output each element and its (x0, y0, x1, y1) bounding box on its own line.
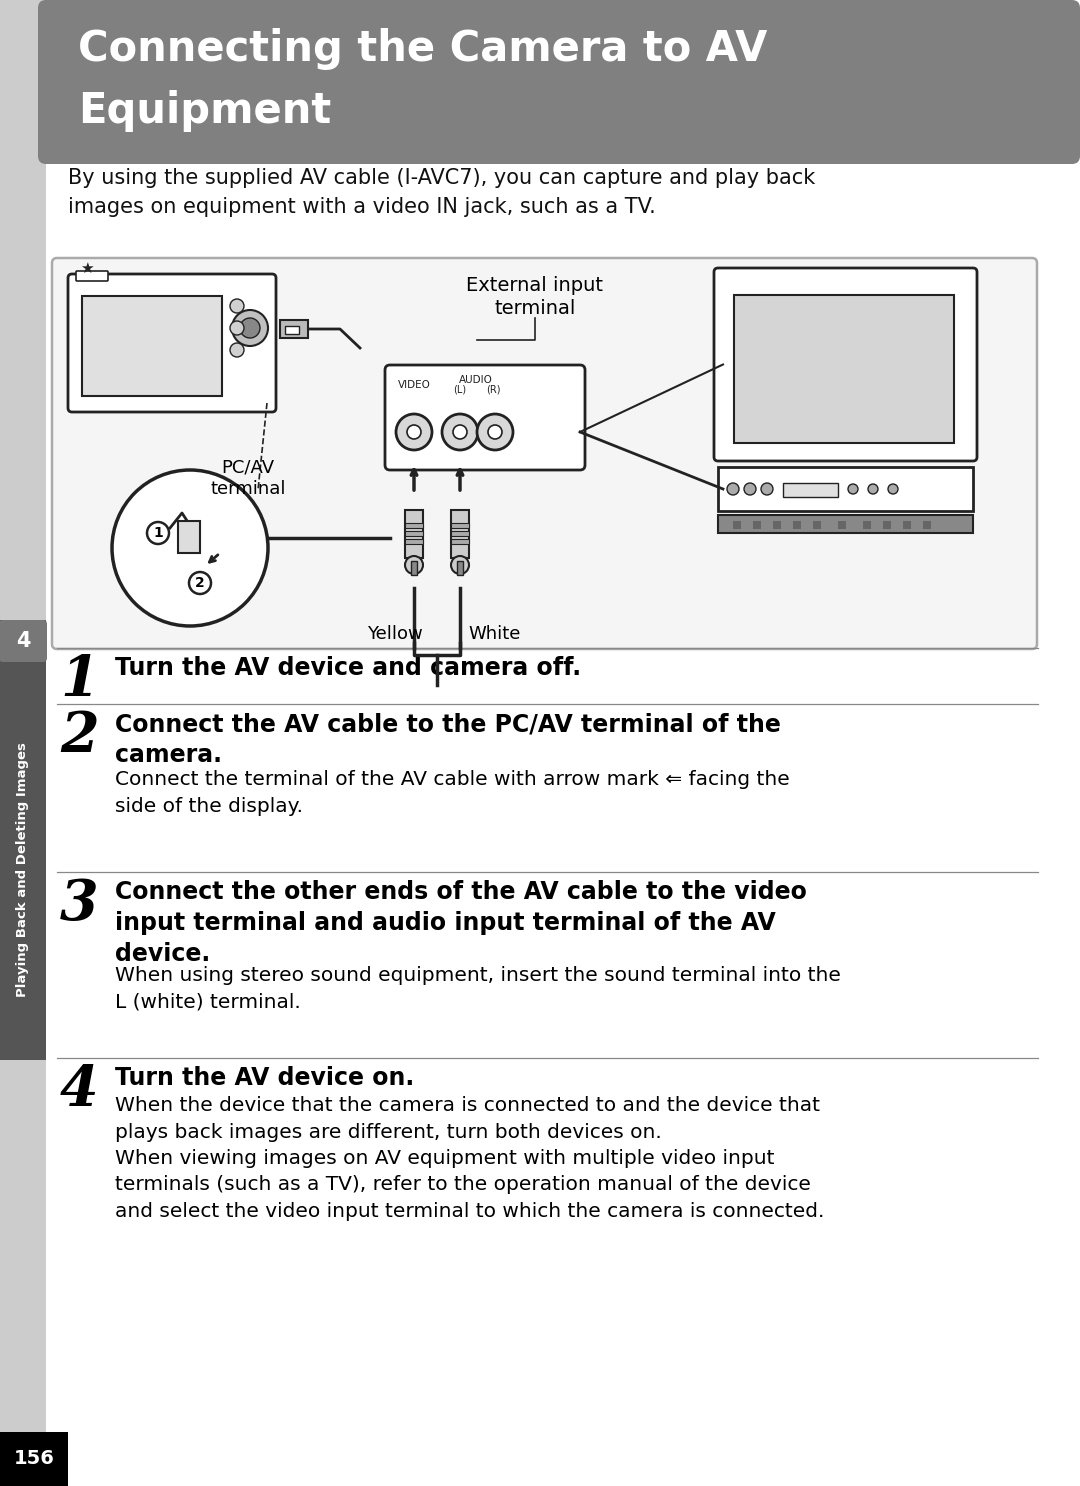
Bar (451, 531, 469, 536)
FancyBboxPatch shape (384, 366, 585, 470)
Bar (178, 522, 200, 553)
Bar (405, 510, 423, 559)
Circle shape (189, 572, 211, 594)
Text: Connect the other ends of the AV cable to the video
input terminal and audio inp: Connect the other ends of the AV cable t… (114, 880, 807, 966)
Text: Yellow: Yellow (367, 626, 423, 643)
Bar (783, 483, 838, 496)
Text: 4: 4 (16, 632, 30, 651)
Circle shape (396, 415, 432, 450)
Bar (793, 522, 801, 529)
Text: Connect the AV cable to the PC/AV terminal of the
camera.: Connect the AV cable to the PC/AV termin… (114, 712, 781, 767)
Text: Connecting the Camera to AV: Connecting the Camera to AV (78, 28, 768, 70)
Bar (838, 522, 846, 529)
Bar (753, 522, 761, 529)
Circle shape (407, 425, 421, 438)
Text: PC/AV
terminal: PC/AV terminal (211, 458, 286, 498)
Text: By using the supplied AV cable (I-AVC7), you can capture and play back
images on: By using the supplied AV cable (I-AVC7),… (68, 168, 815, 217)
Circle shape (232, 311, 268, 346)
Bar (0, 0, 46, 1486)
Text: Turn the AV device on.: Turn the AV device on. (114, 1065, 415, 1091)
FancyBboxPatch shape (52, 259, 1037, 649)
Text: When the device that the camera is connected to and the device that
plays back i: When the device that the camera is conne… (114, 1097, 824, 1221)
Bar (82, 296, 222, 395)
Text: 156: 156 (14, 1449, 54, 1468)
Text: When using stereo sound equipment, insert the sound terminal into the
L (white) : When using stereo sound equipment, inser… (114, 966, 841, 1012)
Circle shape (230, 343, 244, 357)
Text: White: White (469, 626, 522, 643)
Bar (457, 562, 463, 575)
Bar (733, 522, 741, 529)
Circle shape (147, 522, 168, 544)
FancyBboxPatch shape (38, 0, 1080, 163)
Circle shape (405, 556, 423, 574)
Circle shape (230, 299, 244, 314)
Bar (718, 516, 973, 533)
Bar (718, 467, 973, 511)
Text: Equipment: Equipment (78, 91, 332, 132)
Bar (411, 562, 417, 575)
Circle shape (744, 483, 756, 495)
Bar (405, 523, 423, 528)
Bar (405, 531, 423, 536)
FancyBboxPatch shape (68, 273, 276, 412)
Text: VIDEO: VIDEO (397, 380, 431, 389)
Bar (863, 522, 870, 529)
Circle shape (451, 556, 469, 574)
Circle shape (477, 415, 513, 450)
FancyBboxPatch shape (714, 267, 977, 461)
Bar (0, 620, 46, 1060)
Bar (451, 523, 469, 528)
Text: 3: 3 (60, 877, 98, 932)
Bar (923, 522, 931, 529)
Circle shape (112, 470, 268, 626)
Text: (L): (L) (454, 383, 467, 394)
Circle shape (868, 484, 878, 493)
Circle shape (453, 425, 467, 438)
Text: External input
terminal: External input terminal (467, 276, 604, 318)
Circle shape (240, 318, 260, 337)
Text: 1: 1 (153, 526, 163, 539)
Circle shape (761, 483, 773, 495)
Bar (903, 522, 912, 529)
Bar (0, 1433, 68, 1486)
Bar (405, 539, 423, 544)
Circle shape (442, 415, 478, 450)
Text: 2: 2 (195, 577, 205, 590)
Text: 2: 2 (60, 709, 98, 764)
Text: Connect the terminal of the AV cable with arrow mark ⇐ facing the
side of the di: Connect the terminal of the AV cable wit… (114, 770, 789, 816)
Bar (451, 539, 469, 544)
Bar (280, 319, 308, 337)
Circle shape (888, 484, 897, 493)
Bar (451, 510, 469, 559)
Text: 1: 1 (60, 652, 98, 707)
Text: AUDIO: AUDIO (459, 374, 492, 385)
FancyBboxPatch shape (0, 620, 48, 661)
Text: Playing Back and Deleting Images: Playing Back and Deleting Images (16, 743, 29, 997)
Circle shape (488, 425, 502, 438)
Bar (734, 296, 954, 443)
Circle shape (727, 483, 739, 495)
FancyBboxPatch shape (76, 270, 108, 281)
Text: ★: ★ (80, 262, 94, 276)
Circle shape (848, 484, 858, 493)
Bar (285, 325, 299, 334)
Bar (883, 522, 891, 529)
Text: Turn the AV device and camera off.: Turn the AV device and camera off. (114, 655, 581, 681)
Text: (R): (R) (486, 383, 500, 394)
Bar (813, 522, 821, 529)
Text: 4: 4 (60, 1062, 98, 1117)
Circle shape (230, 321, 244, 334)
Bar (773, 522, 781, 529)
